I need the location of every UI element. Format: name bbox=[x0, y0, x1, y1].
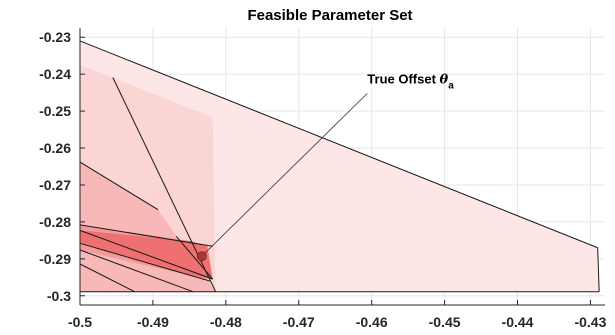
y-tick-label: -0.28 bbox=[39, 214, 71, 230]
x-tick-label: -0.43 bbox=[574, 314, 606, 330]
y-tick-label: -0.23 bbox=[39, 29, 71, 45]
y-tick-label: -0.26 bbox=[39, 140, 71, 156]
x-tick-label: -0.5 bbox=[68, 314, 92, 330]
region-boundary-line bbox=[175, 235, 214, 280]
region-boundary-line bbox=[79, 161, 159, 211]
x-tick-label: -0.49 bbox=[137, 314, 169, 330]
annotation-label: True Offset θa bbox=[367, 71, 454, 91]
y-tick-label: -0.24 bbox=[39, 66, 71, 82]
region-boundary-line bbox=[79, 229, 213, 280]
region-boundary-line bbox=[79, 40, 598, 249]
x-tick-label: -0.45 bbox=[429, 314, 461, 330]
region-layer bbox=[80, 40, 600, 292]
y-tick-label: -0.3 bbox=[47, 288, 71, 304]
true-offset-point bbox=[196, 251, 207, 262]
y-tick-label: -0.27 bbox=[39, 177, 71, 193]
y-tick-label: -0.29 bbox=[39, 251, 71, 267]
x-tick-label: -0.47 bbox=[283, 314, 315, 330]
annotation-label-subscript: a bbox=[448, 80, 454, 91]
y-tick-label: -0.25 bbox=[39, 103, 71, 119]
annotation-label-text: True Offset bbox=[367, 71, 439, 86]
region-boundary-line bbox=[79, 224, 213, 247]
axis-layer: -0.5 -0.49 -0.48 -0.47 -0.46 -0.45 -0.44 -0.43 -… bbox=[39, 28, 607, 330]
annotation-arrow-line bbox=[201, 93, 368, 257]
annotation-layer: True Offset θa bbox=[196, 71, 454, 262]
chart-title: Feasible Parameter Set bbox=[247, 7, 412, 24]
region-boundary-line bbox=[79, 249, 194, 293]
region-boundary-line bbox=[79, 263, 135, 293]
region-boundary-line bbox=[597, 247, 600, 292]
x-tick-label: -0.48 bbox=[210, 314, 242, 330]
region-boundary-line bbox=[79, 242, 210, 282]
x-tick-label: -0.44 bbox=[502, 314, 534, 330]
x-tick-label: -0.46 bbox=[356, 314, 388, 330]
annotation-label-symbol: θ bbox=[440, 72, 449, 87]
